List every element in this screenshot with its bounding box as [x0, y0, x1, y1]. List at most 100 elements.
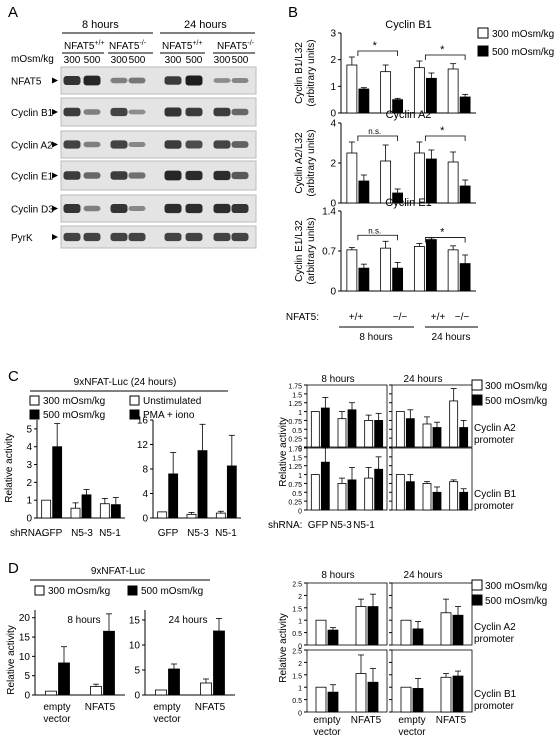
bar: [52, 446, 63, 519]
chart-frame: [306, 384, 388, 448]
y-tick-label: 1.5: [292, 606, 302, 613]
chart-frame: [306, 447, 388, 511]
y-tick-label: 2.5: [292, 582, 302, 589]
d-promoter-b1: Cyclin B1: [474, 689, 517, 700]
lane-label: 500: [232, 55, 249, 66]
blot-band: [128, 172, 146, 179]
y-tick-label: 4: [330, 119, 336, 130]
blot-band: [164, 203, 182, 214]
d-legend-500-swatch: [127, 585, 138, 596]
chart-title: Cyclin B1: [385, 19, 431, 31]
blot-band: [110, 140, 128, 149]
blot-band: [185, 75, 203, 86]
c-right-shrna-label: shRNA:: [268, 520, 302, 531]
bar: [459, 96, 471, 114]
bar: [103, 630, 115, 696]
y-tick-label: 8: [142, 465, 148, 476]
x-group-label: N5-1: [99, 528, 121, 539]
y-tick-label: 10: [129, 641, 141, 652]
y-tick-label: 0: [330, 199, 336, 210]
bar: [355, 606, 367, 646]
c-shrna-label: shRNA:: [10, 528, 44, 539]
panel-letter-c: C: [8, 368, 19, 385]
bar: [337, 418, 347, 448]
legend-500-label: 500 mOsm/kg: [492, 47, 554, 58]
y-tick-label: 1: [298, 619, 302, 626]
bar: [425, 239, 437, 292]
y-tick-label: 1: [330, 82, 336, 93]
geno-label-4: −/−: [455, 312, 470, 323]
genotype-ko-8h: NFAT5-/-: [109, 40, 147, 52]
bar: [213, 630, 225, 696]
blot-band: [185, 170, 203, 181]
lane-label: 300: [64, 55, 81, 66]
y-tick-label: 5: [26, 424, 32, 435]
bar: [358, 88, 370, 114]
blot-band: [128, 232, 146, 242]
d-right-time-8: 8 hours: [321, 570, 354, 581]
bar: [355, 673, 367, 713]
bar: [337, 483, 347, 511]
c-promoter-a2: Cyclin A2: [474, 423, 516, 434]
bar: [327, 691, 339, 713]
y-tick-label: 1: [26, 496, 32, 507]
blot-band: [63, 232, 81, 242]
y-tick-label: 0.5: [292, 491, 302, 498]
bar: [168, 668, 180, 696]
panel-letter-b: B: [288, 4, 298, 21]
d-right-legend-500: 500 mOsm/kg: [485, 596, 547, 607]
y-tick-label: 1.75: [288, 384, 302, 391]
panel-c-title: 9xNFAT-Luc (24 hours): [74, 377, 177, 388]
y-tick-label: 0.7: [322, 247, 336, 258]
bar: [380, 247, 392, 292]
y-tick-label: 0.5: [292, 698, 302, 705]
time-8h-label: 8 hours: [82, 19, 119, 31]
blot-band: [231, 141, 249, 148]
lane-label: 300: [111, 55, 128, 66]
y-axis-label: Cyclin A2/L32: [294, 132, 305, 194]
y-tick-label: 15: [129, 616, 141, 627]
y-tick-label: 0: [24, 691, 30, 702]
significance-bracket: [357, 50, 399, 56]
bar: [432, 427, 442, 448]
y-tick-label: 1.5: [292, 392, 302, 399]
bar: [346, 64, 358, 114]
bar: [412, 688, 424, 713]
bar: [395, 474, 405, 511]
blot-row-label: PyrK: [11, 233, 33, 244]
blot-band: [110, 204, 128, 213]
significance-bracket: [424, 135, 466, 141]
y-tick-label: 1.4: [322, 207, 336, 218]
bar: [422, 483, 432, 511]
blot-band: [185, 140, 203, 149]
bar: [320, 461, 330, 511]
x-group-label: N5-3: [71, 528, 93, 539]
d-promoter-a2-word: promoter: [474, 634, 515, 645]
blot-band: [83, 109, 101, 115]
y-tick-label: 1.75: [288, 447, 302, 454]
c-right-legend-300: 300 mOsm/kg: [485, 381, 547, 392]
y-axis-label: Relative activity: [278, 417, 289, 486]
blot-band: [128, 77, 146, 84]
geno-label-2: −/−: [393, 312, 408, 323]
time-24h-label: 24 hours: [184, 19, 227, 31]
y-tick-label: 2.5: [292, 649, 302, 656]
genotype-wt-8h: NFAT5+/+: [64, 40, 105, 52]
nfat5-genotype-label: NFAT5:: [286, 312, 319, 323]
blot-band: [83, 205, 101, 212]
legend-swatch-500: [477, 45, 489, 57]
significance-label: *: [440, 227, 445, 239]
blot-band: [110, 232, 128, 242]
y-tick-label: 0: [142, 514, 148, 525]
bar: [432, 491, 442, 511]
y-axis-label: Cyclin E1/L32: [294, 220, 305, 282]
blot-band: [63, 107, 81, 117]
c-right-legend: 300 mOsm/kg 500 mOsm/kg Cyclin A2 promot…: [471, 379, 547, 512]
lane-label: 500: [129, 55, 146, 66]
blot-band: [213, 170, 231, 181]
bar: [400, 619, 412, 646]
y-tick-label: 0.5: [292, 428, 302, 435]
d-right-legend: 300 mOsm/kg 500 mOsm/kg Cyclin A2 promot…: [471, 579, 547, 712]
x-group-label: empty: [313, 715, 340, 726]
